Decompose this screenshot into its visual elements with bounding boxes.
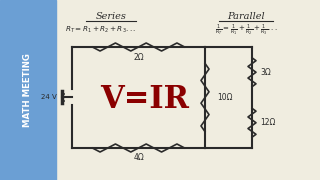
Text: MATH MEETING: MATH MEETING [23, 53, 33, 127]
Text: 12Ω: 12Ω [260, 118, 276, 127]
Text: Parallel: Parallel [227, 12, 265, 21]
Text: V=IR: V=IR [100, 84, 189, 114]
Text: 3Ω: 3Ω [260, 68, 271, 77]
Text: 24 V: 24 V [41, 94, 57, 100]
Text: $R_T = R_1 + R_2 + R_3...$: $R_T = R_1 + R_2 + R_3...$ [65, 25, 137, 35]
Text: 4Ω: 4Ω [133, 154, 144, 163]
Text: $\frac{1}{R_T} = \frac{1}{R_1} + \frac{1}{R_2} + \frac{1}{R_3}...$: $\frac{1}{R_T} = \frac{1}{R_1} + \frac{1… [215, 22, 277, 37]
Bar [0, 0, 56, 180]
Text: 10Ω: 10Ω [217, 93, 233, 102]
Text: Series: Series [96, 12, 126, 21]
Text: 2Ω: 2Ω [133, 53, 144, 62]
